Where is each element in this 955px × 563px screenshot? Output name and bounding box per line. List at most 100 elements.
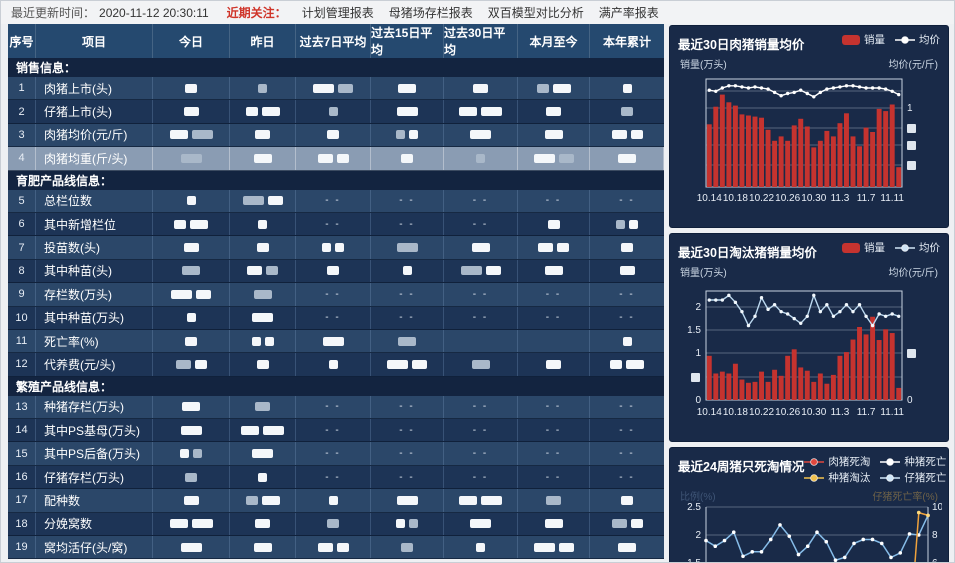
redacted-value (186, 313, 196, 323)
report-link-1[interactable]: 母猪场存栏报表 (388, 6, 473, 20)
series-line (914, 511, 929, 562)
value-cell (230, 212, 296, 236)
table-row[interactable]: 2 仔猪上市(头) (8, 100, 664, 124)
table-row[interactable]: 14 其中PS基母(万头) - - - - - - - - - - (8, 419, 664, 443)
legend-item-0[interactable]: 销量 (842, 32, 885, 47)
chart-legend: 销量 均价 (842, 240, 940, 255)
redacted-value (629, 219, 638, 229)
table-row[interactable]: 13 种猪存栏(万头) - - - - - - - - - - (8, 395, 664, 420)
bar (765, 381, 771, 400)
row-name: 分娩窝数 (36, 512, 153, 536)
chart-plot[interactable]: 10.14 10.18 10.22 10.26 10.30 11.3 11.7 11.11 0 2… (678, 279, 940, 450)
bar (759, 117, 764, 187)
redacted-value (191, 519, 213, 529)
row-number: 9 (8, 283, 36, 306)
bar (804, 370, 810, 400)
svg-text:11.7: 11.7 (857, 193, 876, 204)
redacted-value (396, 130, 405, 140)
bar (706, 124, 712, 187)
value-cell: - - (371, 419, 444, 442)
bar (732, 105, 738, 187)
table-row[interactable]: 17 配种数 (8, 489, 664, 513)
table-row[interactable]: 16 仔猪存栏(万头) - - - - - - - - - - (8, 465, 664, 490)
value-cell: - - (444, 283, 518, 306)
redacted-value (322, 336, 344, 346)
redacted-value (533, 153, 555, 163)
legend-item-1[interactable]: 均价 (895, 240, 940, 255)
legend-item-1[interactable]: 种猪死亡 (880, 454, 946, 469)
chart-plot[interactable]: 10.14 10.18 10.22 10.26 10.30 11.3 11.7 11.11 1 (678, 71, 940, 236)
svg-text:10.30: 10.30 (801, 193, 826, 204)
bar (739, 379, 745, 400)
redacted-value (191, 130, 213, 140)
value-cell (590, 77, 664, 99)
table-row[interactable]: 6 其中新增栏位 - - - - - - (8, 212, 664, 237)
chart-plot[interactable]: 2.5 2 1.5 10 8 6 (678, 502, 944, 562)
value-cell (230, 189, 296, 212)
table-row[interactable]: 4 肉猪均重(斤/头) (8, 147, 664, 171)
redacted-value (180, 449, 189, 459)
table-row[interactable]: 1 肉猪上市(头) (8, 77, 664, 101)
bar (778, 136, 784, 187)
redacted-value (611, 130, 627, 140)
bar (876, 340, 882, 400)
no-data-dash: - - (325, 448, 341, 460)
chart-title: 最近30日淘汰猪销量均价 (678, 246, 817, 260)
redacted-value (396, 495, 418, 505)
legend-item-3[interactable]: 仔猪死亡 (880, 470, 946, 485)
report-link-3[interactable]: 满产率报表 (598, 6, 659, 20)
redacted-value (546, 359, 561, 369)
value-cell (590, 124, 664, 146)
svg-text:1.5: 1.5 (687, 325, 701, 336)
bar (844, 352, 849, 400)
redacted-value (180, 425, 202, 435)
redacted-value (471, 243, 490, 253)
bar (857, 326, 862, 400)
value-cell: - - (590, 307, 664, 329)
value-cell (153, 100, 230, 123)
redacted-value (174, 219, 186, 229)
table-row[interactable]: 3 肉猪均价(元/斤) (8, 123, 664, 148)
cull-pig-sales-price-canvas: 10.14 10.18 10.22 10.26 10.30 11.3 11.7 11.1102… (687, 290, 916, 418)
value-cell (230, 259, 296, 283)
table-row[interactable]: 5 总栏位数 - - - - - - - - - - (8, 189, 664, 213)
legend-item-2[interactable]: 种猪淘汰 (804, 470, 870, 485)
value-cell (230, 395, 296, 419)
redacted-value (196, 289, 211, 299)
no-data-dash: - - (472, 195, 489, 207)
legend-item-0[interactable]: 肉猪死淘 (804, 454, 870, 469)
table-row[interactable]: 19 窝均活仔(头/窝) (8, 536, 664, 560)
redacted-value (409, 519, 418, 529)
table-row[interactable]: 15 其中PS后备(万头) - - - - - - - - - - (8, 442, 664, 466)
report-link-2[interactable]: 双百模型对比分析 (487, 6, 584, 20)
redacted-value (338, 83, 353, 93)
table-row[interactable]: 11 死亡率(%) (8, 329, 664, 354)
redacted-value (546, 495, 561, 505)
redacted-value (558, 542, 574, 552)
legend-item-0[interactable]: 销量 (842, 240, 885, 255)
row-name: 其中种苗(万头) (36, 306, 153, 329)
legend-item-1[interactable]: 均价 (895, 32, 940, 47)
bar (896, 167, 902, 187)
table-row[interactable]: 8 其中种苗(头) (8, 259, 664, 284)
row-number: 11 (8, 329, 36, 353)
bar (811, 147, 817, 187)
row-number: 18 (8, 512, 36, 536)
row-number: 10 (8, 306, 36, 329)
report-link-0[interactable]: 计划管理报表 (301, 6, 374, 20)
no-data-dash: - - (325, 195, 341, 207)
table-row[interactable]: 9 存栏数(万头) - - - - - - - - - - (8, 283, 664, 307)
table-row[interactable]: 10 其中种苗(万头) - - - - - - - - - - (8, 306, 664, 330)
row-number: 1 (8, 77, 36, 100)
redacted-value (171, 289, 192, 299)
chart-title: 最近24周猪只死淘情况 (678, 460, 805, 474)
table-row[interactable]: 18 分娩窝数 (8, 512, 664, 537)
value-cell: - - (590, 466, 664, 488)
value-cell (518, 353, 590, 376)
table-row[interactable]: 7 投苗数(头) (8, 236, 664, 260)
redacted-value (387, 359, 408, 369)
value-cell: - - (518, 306, 590, 329)
table-row[interactable]: 12 代养费(元/头) (8, 353, 664, 377)
bar (870, 132, 876, 187)
redacted-value (317, 153, 333, 163)
